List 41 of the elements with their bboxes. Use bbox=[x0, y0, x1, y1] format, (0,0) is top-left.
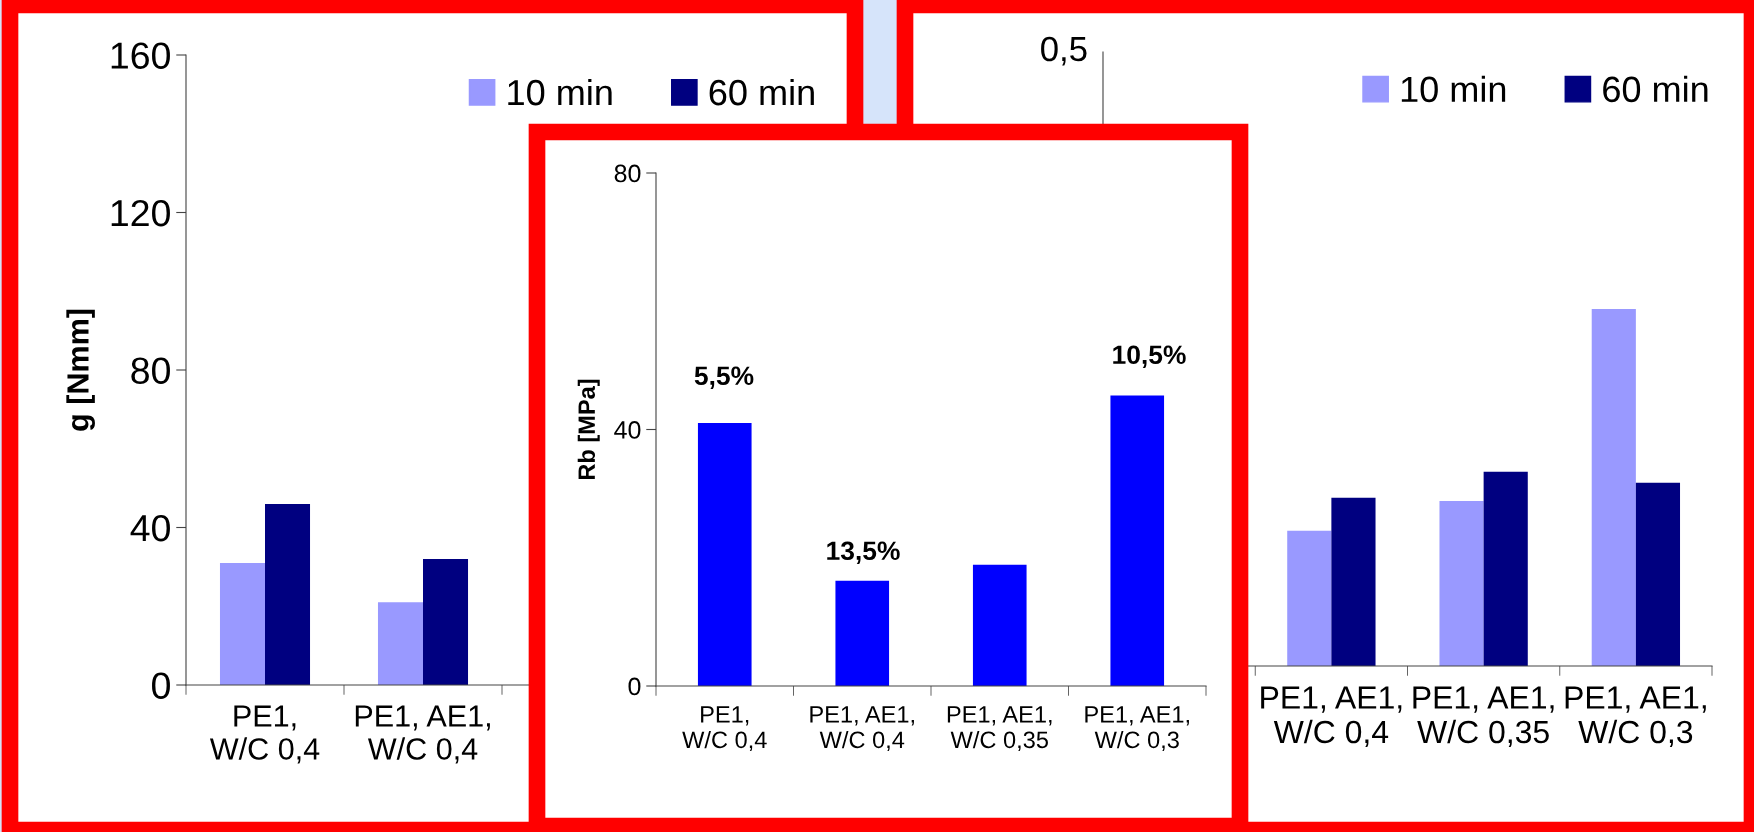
y-axis-title: g [Nmm] bbox=[66, 309, 95, 431]
legend-label: 60 min bbox=[1603, 75, 1708, 103]
annotation: 5,5% bbox=[694, 366, 754, 389]
bar bbox=[1110, 395, 1165, 686]
bar bbox=[1591, 309, 1636, 666]
x-tick-label: PE1, W/C 0,4 bbox=[209, 705, 320, 764]
bar bbox=[1439, 501, 1484, 666]
x-tick-label: PE1, AE1, W/C 0,4 bbox=[355, 705, 490, 764]
bar bbox=[697, 423, 752, 686]
bar bbox=[377, 602, 423, 685]
x-tick-label: PE1, AE1, W/C 0,4 bbox=[810, 706, 914, 752]
x-tick-label: PE1, AE1, W/C 0,35 bbox=[1413, 686, 1554, 748]
y-tick-label: 40 bbox=[614, 421, 641, 439]
bar bbox=[219, 562, 265, 685]
annotation: 10,5% bbox=[1113, 345, 1186, 368]
bar bbox=[1287, 530, 1332, 666]
bar bbox=[1331, 497, 1376, 666]
annotation: 13,5% bbox=[827, 541, 900, 564]
y-tick-label: 160 bbox=[111, 42, 170, 69]
y-tick-label: 80 bbox=[131, 357, 170, 384]
text: 0,5 bbox=[1041, 36, 1087, 66]
legend-label: 10 min bbox=[508, 78, 612, 106]
bar bbox=[1483, 471, 1528, 666]
bar bbox=[972, 564, 1027, 686]
y-axis-title: Rb [MPa] bbox=[577, 379, 600, 480]
bar bbox=[1635, 482, 1681, 666]
legend-label: 60 min bbox=[709, 78, 814, 106]
y-tick-label: 80 bbox=[614, 164, 641, 183]
x-tick-label: PE1, W/C 0,4 bbox=[682, 706, 767, 752]
y-tick-label: 0 bbox=[152, 672, 170, 699]
x-tick-label: PE1, AE1, W/C 0,4 bbox=[1261, 686, 1402, 748]
x-tick-label: PE1, AE1, W/C 0,3 bbox=[1085, 706, 1189, 752]
bar bbox=[423, 559, 469, 685]
y-tick-label: 0 bbox=[628, 677, 641, 696]
bar bbox=[265, 503, 311, 685]
x-tick-label: PE1, AE1, W/C 0,3 bbox=[1565, 686, 1706, 748]
legend-label: 10 min bbox=[1401, 75, 1506, 103]
y-tick-label: 40 bbox=[130, 514, 170, 542]
x-tick-label: PE1, AE1, W/C 0,35 bbox=[947, 706, 1052, 752]
bar bbox=[835, 580, 890, 686]
y-tick-label: 120 bbox=[111, 199, 170, 227]
